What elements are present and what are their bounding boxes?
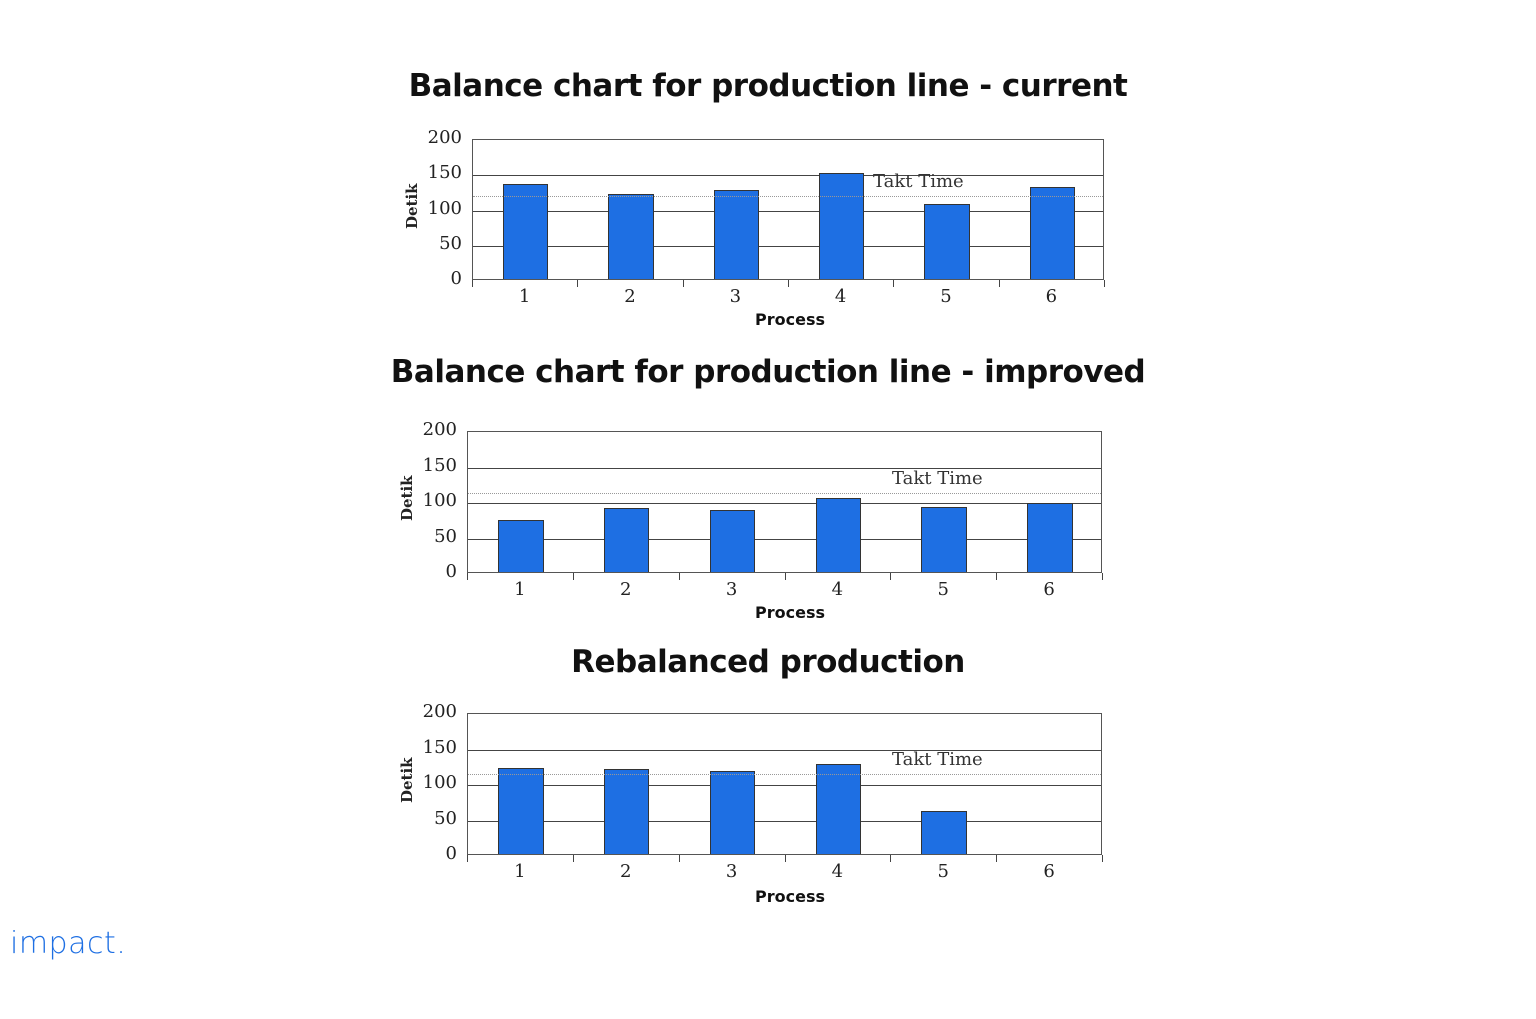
x-tick-mark — [682, 280, 684, 287]
x-tick-label: 4 — [831, 579, 844, 600]
x-tick-label: 3 — [729, 286, 742, 307]
x-tick-label: 1 — [514, 861, 526, 882]
gridline — [468, 503, 1101, 504]
x-tick-mark — [678, 855, 680, 862]
gridline — [468, 538, 1101, 540]
takt-time-line — [468, 773, 1101, 775]
x-tick-mark — [996, 573, 998, 580]
y-tick-label: 200 — [427, 127, 462, 148]
x-tick-label: 6 — [1043, 579, 1055, 600]
gridline — [468, 467, 1101, 469]
x-tick-label: 4 — [831, 861, 844, 882]
bar-process-5 — [921, 810, 967, 854]
chart-title-rebalanced: Rebalanced production — [571, 644, 965, 680]
takt-time-line — [473, 196, 1103, 198]
plot-area — [467, 713, 1102, 855]
y-tick-label: 200 — [422, 419, 457, 440]
x-tick-mark — [467, 573, 468, 580]
y-tick-label: 200 — [422, 701, 457, 722]
bar-process-6 — [1027, 503, 1073, 572]
plot-area — [467, 431, 1102, 573]
y-tick-label: 50 — [434, 807, 457, 829]
x-tick-label: 5 — [940, 286, 952, 307]
bar-process-4 — [815, 763, 862, 854]
x-tick-mark — [1104, 280, 1105, 287]
gridline — [473, 210, 1103, 212]
x-tick-label: 4 — [834, 286, 847, 307]
takt-time-label: Takt Time — [873, 171, 964, 193]
takt-time-label: Takt Time — [892, 468, 983, 490]
gridline — [473, 175, 1103, 177]
bar-process-3 — [709, 510, 756, 572]
x-axis-label: Process — [755, 603, 825, 622]
x-tick-mark — [572, 855, 574, 862]
bar-process-5 — [921, 507, 967, 572]
bar-process-2 — [603, 508, 650, 572]
x-tick-mark — [890, 855, 892, 862]
y-axis-label: Detik — [398, 757, 416, 803]
x-tick-label: 6 — [1045, 286, 1058, 307]
bar-process-5 — [924, 203, 970, 279]
x-tick-label: 5 — [937, 861, 949, 882]
bar-process-3 — [713, 190, 759, 279]
y-tick-label: 0 — [450, 268, 462, 289]
y-tick-label: 0 — [445, 561, 457, 582]
x-tick-label: 5 — [937, 579, 949, 600]
gridline — [468, 785, 1101, 786]
gridline — [473, 245, 1103, 247]
x-tick-label: 3 — [725, 579, 738, 600]
bar-process-2 — [608, 194, 654, 279]
x-tick-label: 2 — [624, 286, 636, 307]
x-tick-mark — [788, 280, 789, 287]
x-tick-label: 6 — [1043, 861, 1055, 882]
x-tick-mark — [893, 280, 895, 287]
y-tick-label: 100 — [422, 490, 457, 511]
takt-time-line — [468, 493, 1101, 495]
x-tick-mark — [472, 280, 473, 287]
bar-process-1 — [498, 520, 544, 572]
x-tick-mark — [678, 573, 680, 580]
x-axis-label: Process — [755, 310, 825, 329]
y-tick-label: 150 — [422, 454, 457, 476]
x-tick-mark — [784, 573, 786, 580]
x-tick-mark — [890, 573, 892, 580]
x-tick-mark — [784, 855, 786, 862]
y-tick-label: 100 — [422, 772, 457, 793]
x-tick-label: 1 — [514, 579, 526, 600]
y-tick-label: 150 — [422, 736, 457, 758]
x-tick-mark — [577, 280, 579, 287]
y-tick-label: 0 — [445, 843, 457, 864]
x-tick-label: 3 — [725, 861, 738, 882]
y-tick-label: 50 — [434, 525, 457, 547]
y-tick-label: 150 — [427, 162, 462, 184]
y-axis-label: Detik — [398, 475, 416, 521]
bar-process-1 — [503, 183, 549, 279]
takt-time-label: Takt Time — [892, 748, 983, 770]
x-tick-mark — [467, 855, 468, 862]
bar-process-1 — [498, 768, 544, 854]
x-tick-label: 2 — [620, 579, 632, 600]
gridline — [468, 749, 1101, 751]
bar-process-4 — [815, 498, 862, 572]
bar-process-6 — [1029, 187, 1075, 279]
y-tick-label: 50 — [439, 232, 462, 254]
plot-area — [472, 139, 1104, 280]
gridline — [468, 820, 1101, 822]
impact-logo: impact. — [10, 926, 127, 961]
x-tick-mark — [1102, 573, 1103, 580]
chart-title-improved: Balance chart for production line - impr… — [390, 354, 1146, 390]
y-axis-label: Detik — [403, 182, 421, 229]
bar-process-3 — [709, 770, 756, 854]
x-tick-label: 1 — [518, 286, 531, 307]
bar-process-4 — [819, 173, 865, 279]
x-tick-mark — [998, 280, 1000, 287]
x-tick-mark — [572, 573, 574, 580]
y-tick-label: 100 — [427, 197, 462, 219]
x-axis-label: Process — [755, 887, 825, 906]
chart-title-current: Balance chart for production line - curr… — [408, 68, 1128, 104]
x-tick-label: 2 — [620, 861, 632, 882]
x-tick-mark — [1102, 855, 1103, 862]
x-tick-mark — [996, 855, 998, 862]
bar-process-2 — [603, 768, 650, 854]
